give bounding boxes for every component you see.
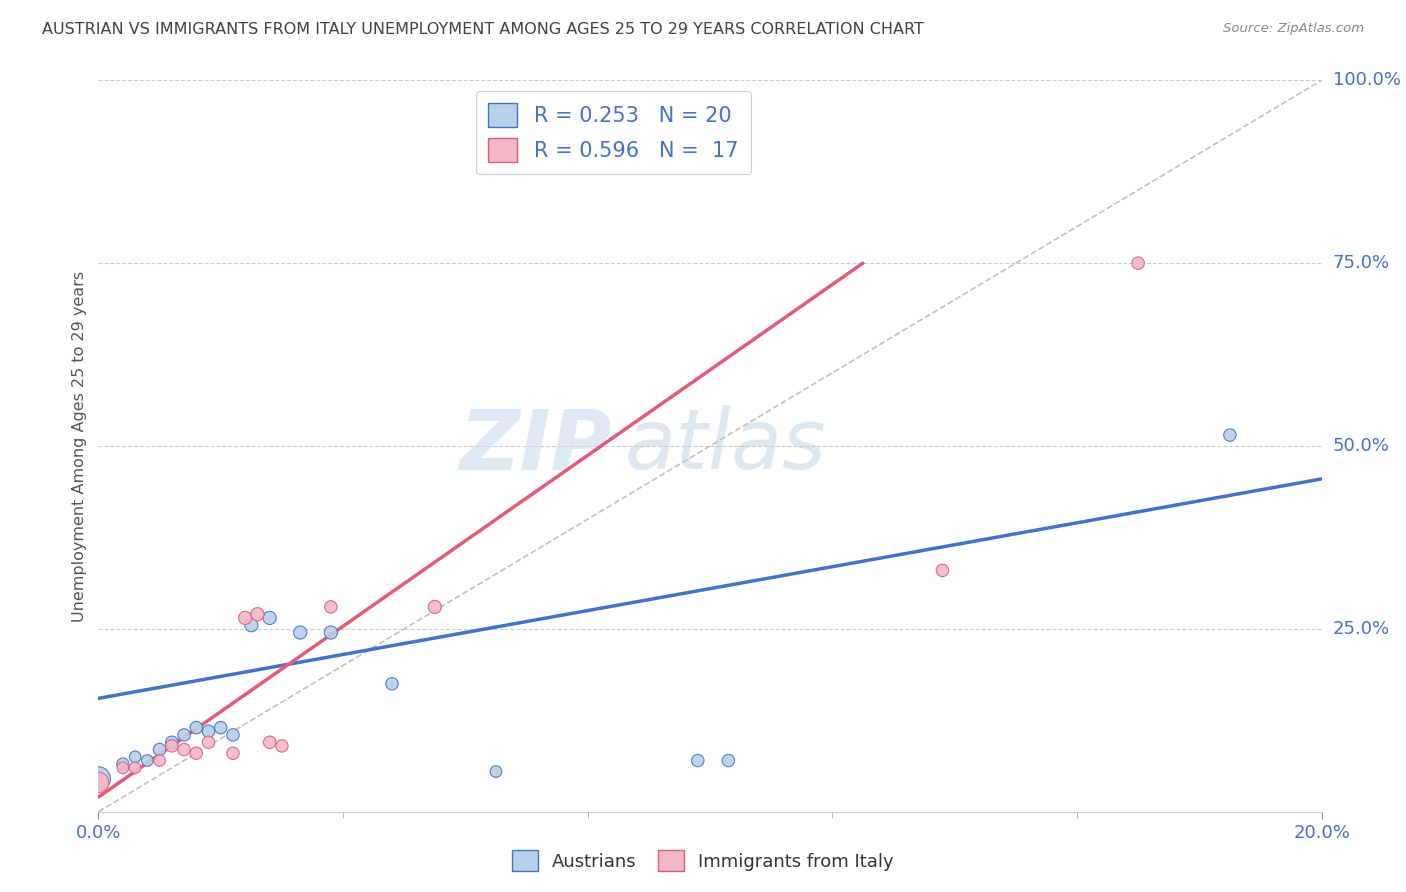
Text: atlas: atlas — [624, 406, 827, 486]
Text: 25.0%: 25.0% — [1333, 620, 1391, 638]
Text: AUSTRIAN VS IMMIGRANTS FROM ITALY UNEMPLOYMENT AMONG AGES 25 TO 29 YEARS CORRELA: AUSTRIAN VS IMMIGRANTS FROM ITALY UNEMPL… — [42, 22, 924, 37]
Legend: R = 0.253   N = 20, R = 0.596   N =  17: R = 0.253 N = 20, R = 0.596 N = 17 — [475, 91, 751, 174]
Point — [222, 746, 245, 760]
Y-axis label: Unemployment Among Ages 25 to 29 years: Unemployment Among Ages 25 to 29 years — [72, 270, 87, 622]
Point — [209, 721, 232, 735]
Point — [197, 724, 219, 739]
Point — [222, 728, 245, 742]
Point — [319, 599, 342, 614]
Point — [160, 735, 183, 749]
Text: Source: ZipAtlas.com: Source: ZipAtlas.com — [1223, 22, 1364, 36]
Point — [259, 735, 281, 749]
Text: 75.0%: 75.0% — [1333, 254, 1391, 272]
Text: 100.0%: 100.0% — [1333, 71, 1400, 89]
Point — [290, 625, 312, 640]
Point — [931, 563, 953, 577]
Point — [423, 599, 446, 614]
Point — [124, 749, 146, 764]
Point — [686, 754, 709, 768]
Point — [270, 739, 292, 753]
Point — [149, 754, 172, 768]
Point — [173, 728, 195, 742]
Point — [87, 775, 110, 789]
Point — [124, 761, 146, 775]
Point — [87, 772, 110, 786]
Point — [381, 676, 404, 690]
Point — [1219, 428, 1241, 442]
Point — [149, 742, 172, 756]
Point — [233, 611, 256, 625]
Point — [111, 761, 134, 775]
Text: 50.0%: 50.0% — [1333, 437, 1389, 455]
Point — [246, 607, 269, 622]
Point — [136, 754, 159, 768]
Point — [259, 611, 281, 625]
Point — [626, 92, 648, 106]
Point — [111, 757, 134, 772]
Point — [717, 754, 740, 768]
Legend: Austrians, Immigrants from Italy: Austrians, Immigrants from Italy — [505, 843, 901, 879]
Point — [197, 735, 219, 749]
Point — [485, 764, 508, 779]
Point — [186, 721, 208, 735]
Point — [319, 625, 342, 640]
Point — [186, 746, 208, 760]
Text: ZIP: ZIP — [460, 406, 612, 486]
Point — [173, 742, 195, 756]
Point — [240, 618, 263, 632]
Point — [160, 739, 183, 753]
Point — [485, 92, 508, 106]
Point — [1128, 256, 1150, 270]
